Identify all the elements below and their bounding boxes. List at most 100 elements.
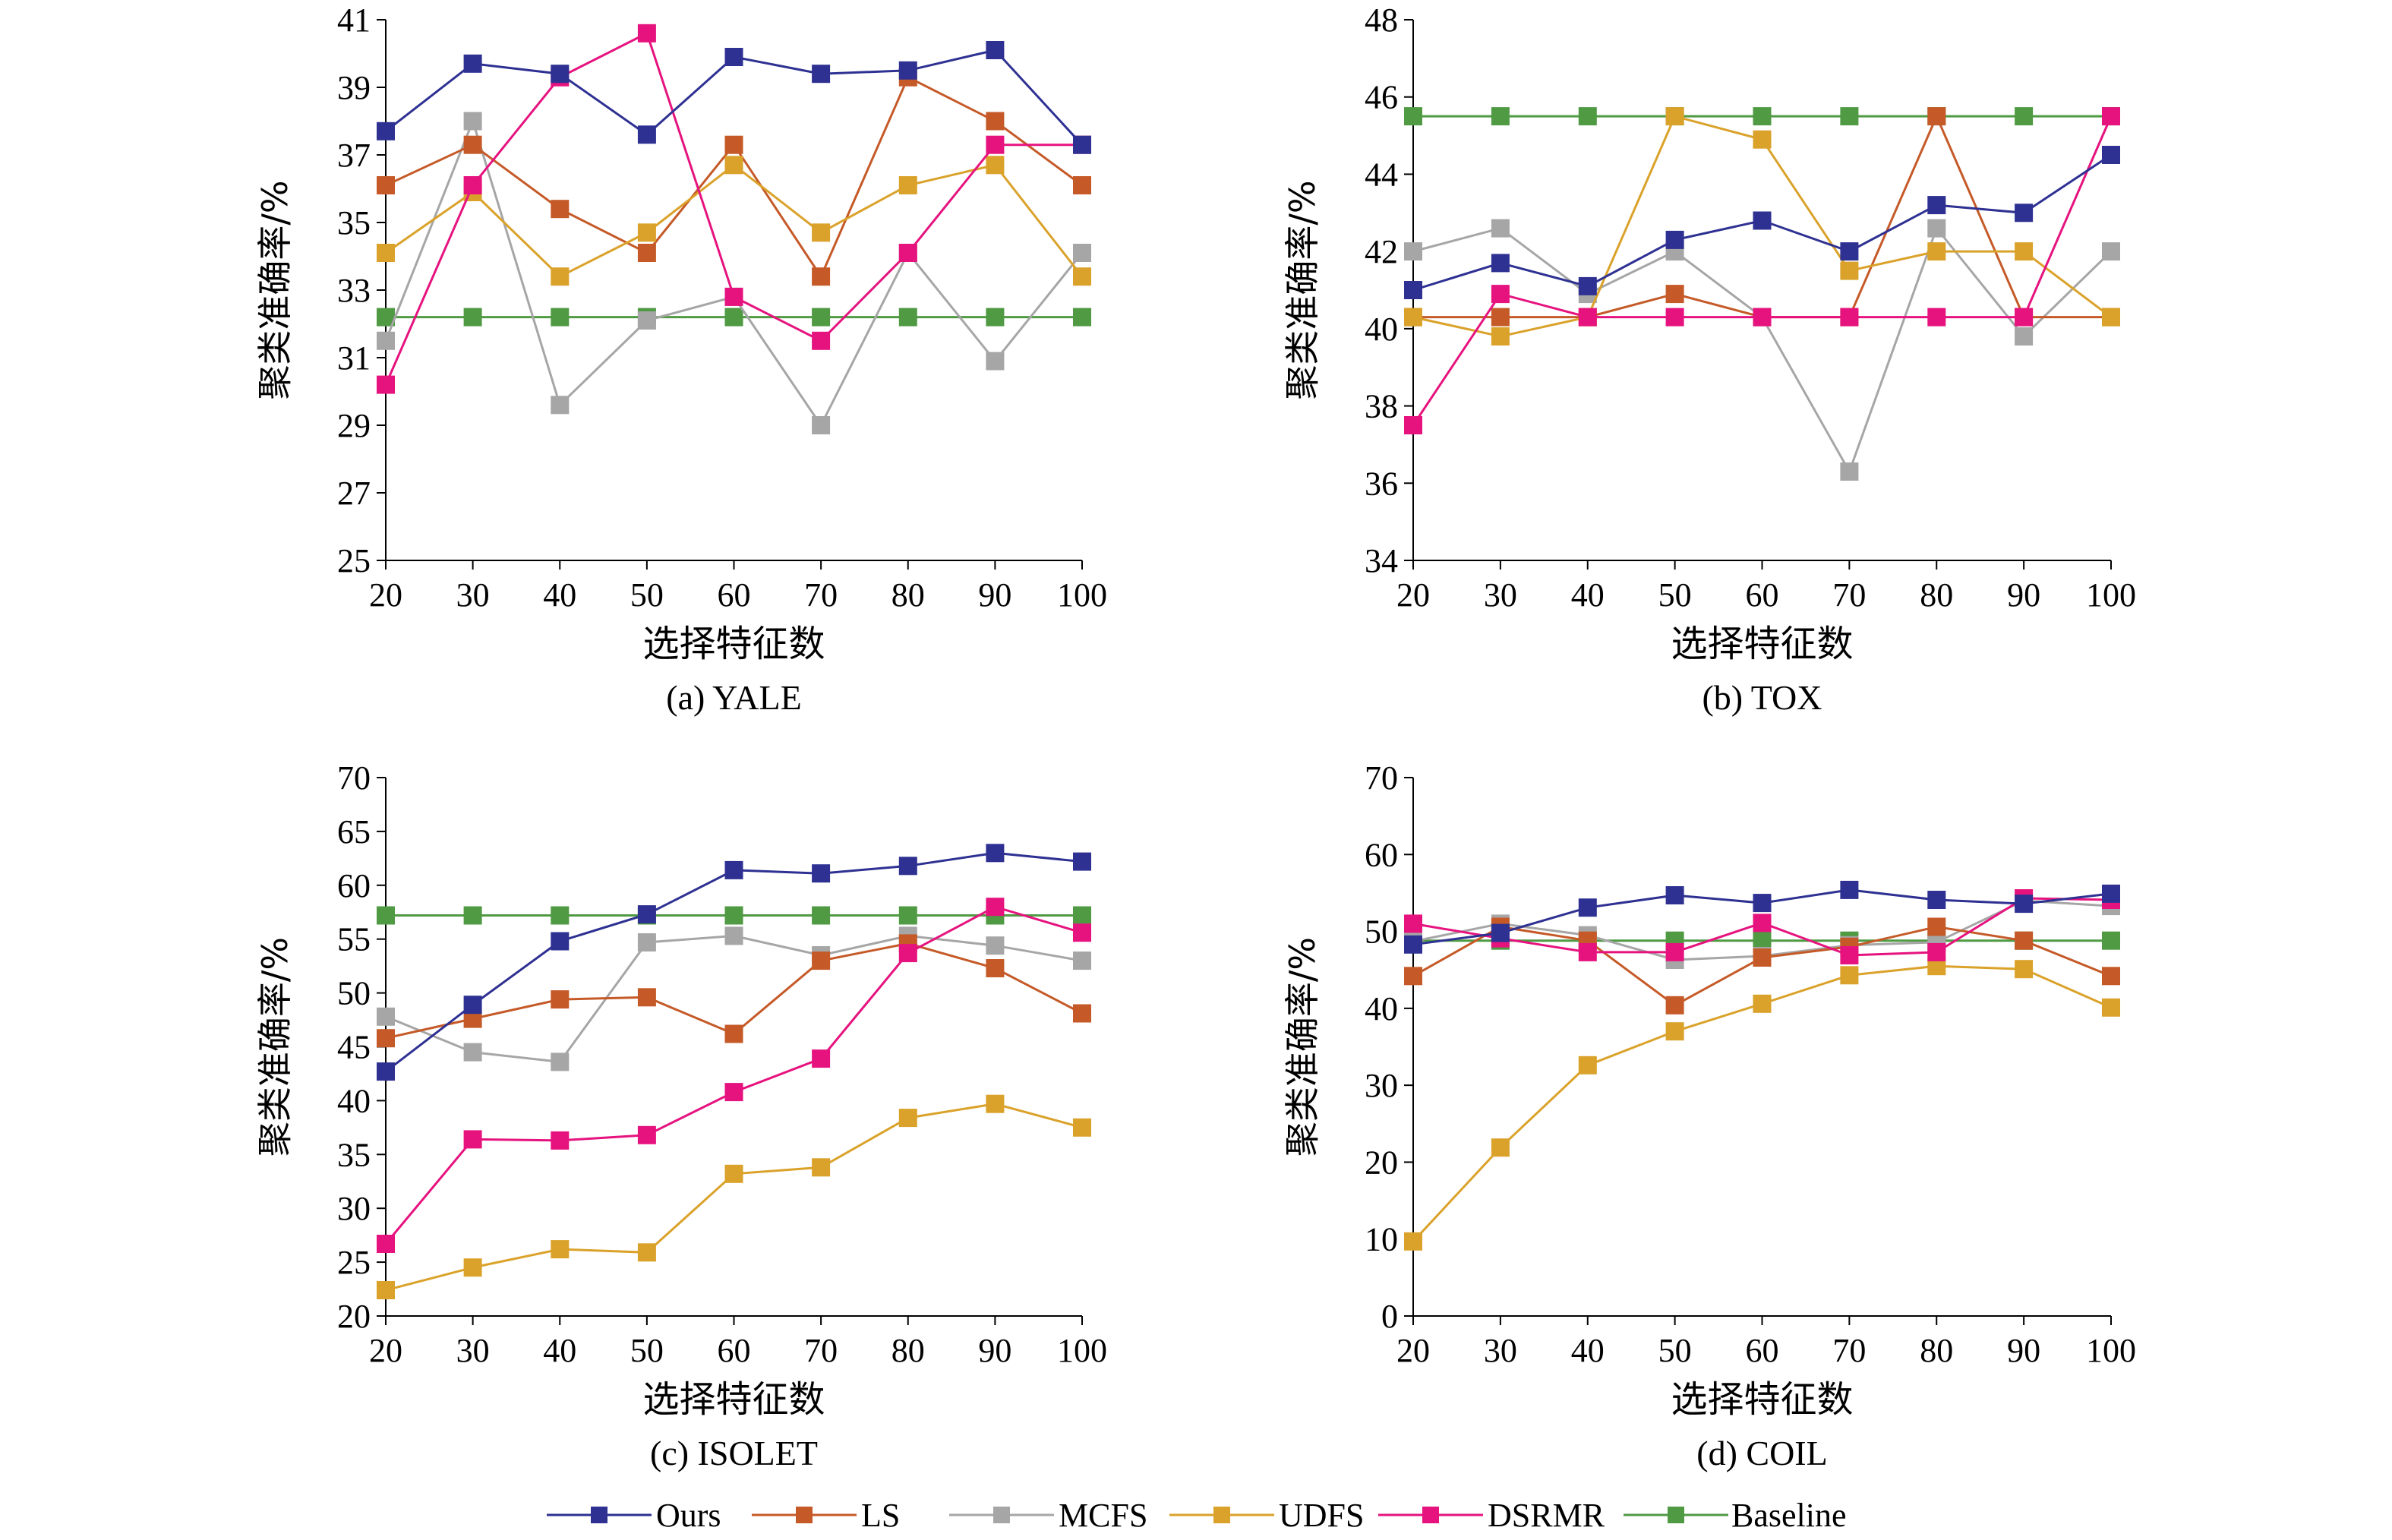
panel-caption: (c) ISOLET <box>650 1434 818 1472</box>
legend-marker-ls <box>796 1507 813 1523</box>
data-point-udfs <box>2015 960 2034 979</box>
data-point-dsrmr <box>1840 946 1859 964</box>
chart-panel-2: 34 36 38 40 42 44 46 48 20 30 40 50 60 70 80 90 100 选择特征数… <box>1282 2 2136 717</box>
x-axis-title: 选择特征数 <box>1671 623 1853 665</box>
data-point-udfs <box>1927 242 1946 261</box>
series-line-mcfs <box>1412 226 2113 475</box>
data-point-ours <box>1491 254 1510 273</box>
data-point-baseline <box>898 906 917 925</box>
panel-caption: (a) YALE <box>666 678 801 717</box>
data-point-baseline <box>1073 308 1091 327</box>
data-point-ours <box>1073 852 1091 871</box>
data-point-dsrmr <box>637 24 656 43</box>
data-point-mcfs <box>1927 219 1946 238</box>
x-tick-label: 80 <box>1920 576 1953 614</box>
data-point-ls <box>1073 1004 1091 1023</box>
data-point-ls <box>1927 107 1946 126</box>
y-tick-label: 40 <box>337 1082 371 1119</box>
x-tick-label: 20 <box>369 576 402 614</box>
x-tick-label: 90 <box>2007 1332 2040 1369</box>
data-point-ours <box>1753 894 1772 913</box>
data-point-ls <box>551 990 570 1009</box>
x-tick-label: 20 <box>1396 1332 1430 1369</box>
data-point-dsrmr <box>1073 923 1091 942</box>
x-tick-label: 50 <box>630 1332 664 1369</box>
data-point-baseline <box>1491 107 1510 126</box>
data-point-baseline <box>377 906 395 925</box>
x-tick-label: 20 <box>369 1332 402 1369</box>
data-point-dsrmr <box>1404 416 1422 434</box>
data-point-ours <box>463 54 482 73</box>
chart-panel-1: 25 27 29 31 33 35 37 39 41 20 30 40 50 60 70 80 90 100 选择特… <box>254 2 1107 717</box>
data-point-dsrmr <box>986 135 1005 154</box>
legend-label-dsrmr: DSRMR <box>1488 1497 1605 1534</box>
data-point-udfs <box>812 223 831 242</box>
data-point-ours <box>1665 886 1684 904</box>
data-point-ls <box>637 244 656 262</box>
data-point-ours <box>1073 135 1091 154</box>
data-point-udfs <box>812 1158 831 1177</box>
data-point-udfs <box>1404 308 1422 327</box>
data-point-ours <box>1840 242 1859 261</box>
data-point-dsrmr <box>463 1130 482 1149</box>
data-point-ours <box>2102 884 2120 903</box>
data-point-ls <box>986 112 1005 131</box>
data-point-ours <box>986 844 1005 863</box>
legend-item-dsrmr: DSRMR <box>1378 1497 1605 1534</box>
y-tick-label: 37 <box>337 137 371 174</box>
series-udfs <box>377 156 1091 286</box>
data-point-udfs <box>1578 1056 1597 1075</box>
data-point-mcfs <box>551 1052 570 1071</box>
x-tick-label: 80 <box>1920 1332 1953 1369</box>
data-point-mcfs <box>463 112 482 131</box>
data-point-udfs <box>1665 107 1684 126</box>
data-point-ours <box>2015 204 2034 222</box>
panel-caption: (d) COIL <box>1696 1434 1827 1472</box>
legend-item-ls: LS <box>752 1497 900 1534</box>
data-point-mcfs <box>377 331 395 350</box>
data-point-ours <box>898 61 917 80</box>
series-mcfs <box>377 926 1091 1071</box>
data-point-dsrmr <box>1578 308 1597 327</box>
data-point-baseline <box>1753 107 1772 126</box>
data-point-ls <box>2015 931 2034 950</box>
x-tick-label: 40 <box>543 576 576 614</box>
data-point-udfs <box>637 223 656 242</box>
data-point-ours <box>637 125 656 144</box>
y-tick-label: 25 <box>337 542 371 579</box>
data-point-ours <box>377 121 395 140</box>
data-point-ours <box>812 65 831 84</box>
x-tick-label: 30 <box>456 576 490 614</box>
data-point-ours <box>1840 880 1859 899</box>
y-axis-title: 聚类准确率/% <box>1282 180 1323 399</box>
x-tick-label: 50 <box>1658 1332 1692 1369</box>
data-point-udfs <box>1840 261 1859 280</box>
x-tick-label: 70 <box>1832 576 1866 614</box>
legend-marker-dsrmr <box>1422 1507 1439 1523</box>
data-point-mcfs <box>724 926 743 945</box>
data-point-ls <box>1927 917 1946 936</box>
data-point-ls <box>812 951 831 970</box>
data-point-udfs <box>1665 1022 1684 1041</box>
data-point-mcfs <box>1073 244 1091 262</box>
y-tick-label: 35 <box>337 1136 371 1173</box>
y-tick-label: 60 <box>1365 836 1398 873</box>
y-tick-label: 55 <box>337 921 371 958</box>
legend-item-ours: Ours <box>547 1497 721 1534</box>
x-tick-label: 40 <box>543 1332 576 1369</box>
y-tick-label: 31 <box>337 339 371 377</box>
data-point-dsrmr <box>724 287 743 306</box>
x-tick-label: 70 <box>804 576 838 614</box>
legend-label-udfs: UDFS <box>1279 1497 1365 1534</box>
legend-marker-mcfs <box>993 1507 1010 1523</box>
data-point-ls <box>1491 308 1510 327</box>
data-point-baseline <box>1753 931 1772 950</box>
data-point-baseline <box>463 906 482 925</box>
data-point-ls <box>1753 948 1772 967</box>
data-point-ours <box>551 932 570 951</box>
y-tick-label: 20 <box>337 1298 371 1335</box>
data-point-dsrmr <box>377 375 395 394</box>
data-point-ours <box>377 1062 395 1081</box>
data-point-baseline <box>463 308 482 327</box>
x-tick-label: 30 <box>1484 576 1517 614</box>
